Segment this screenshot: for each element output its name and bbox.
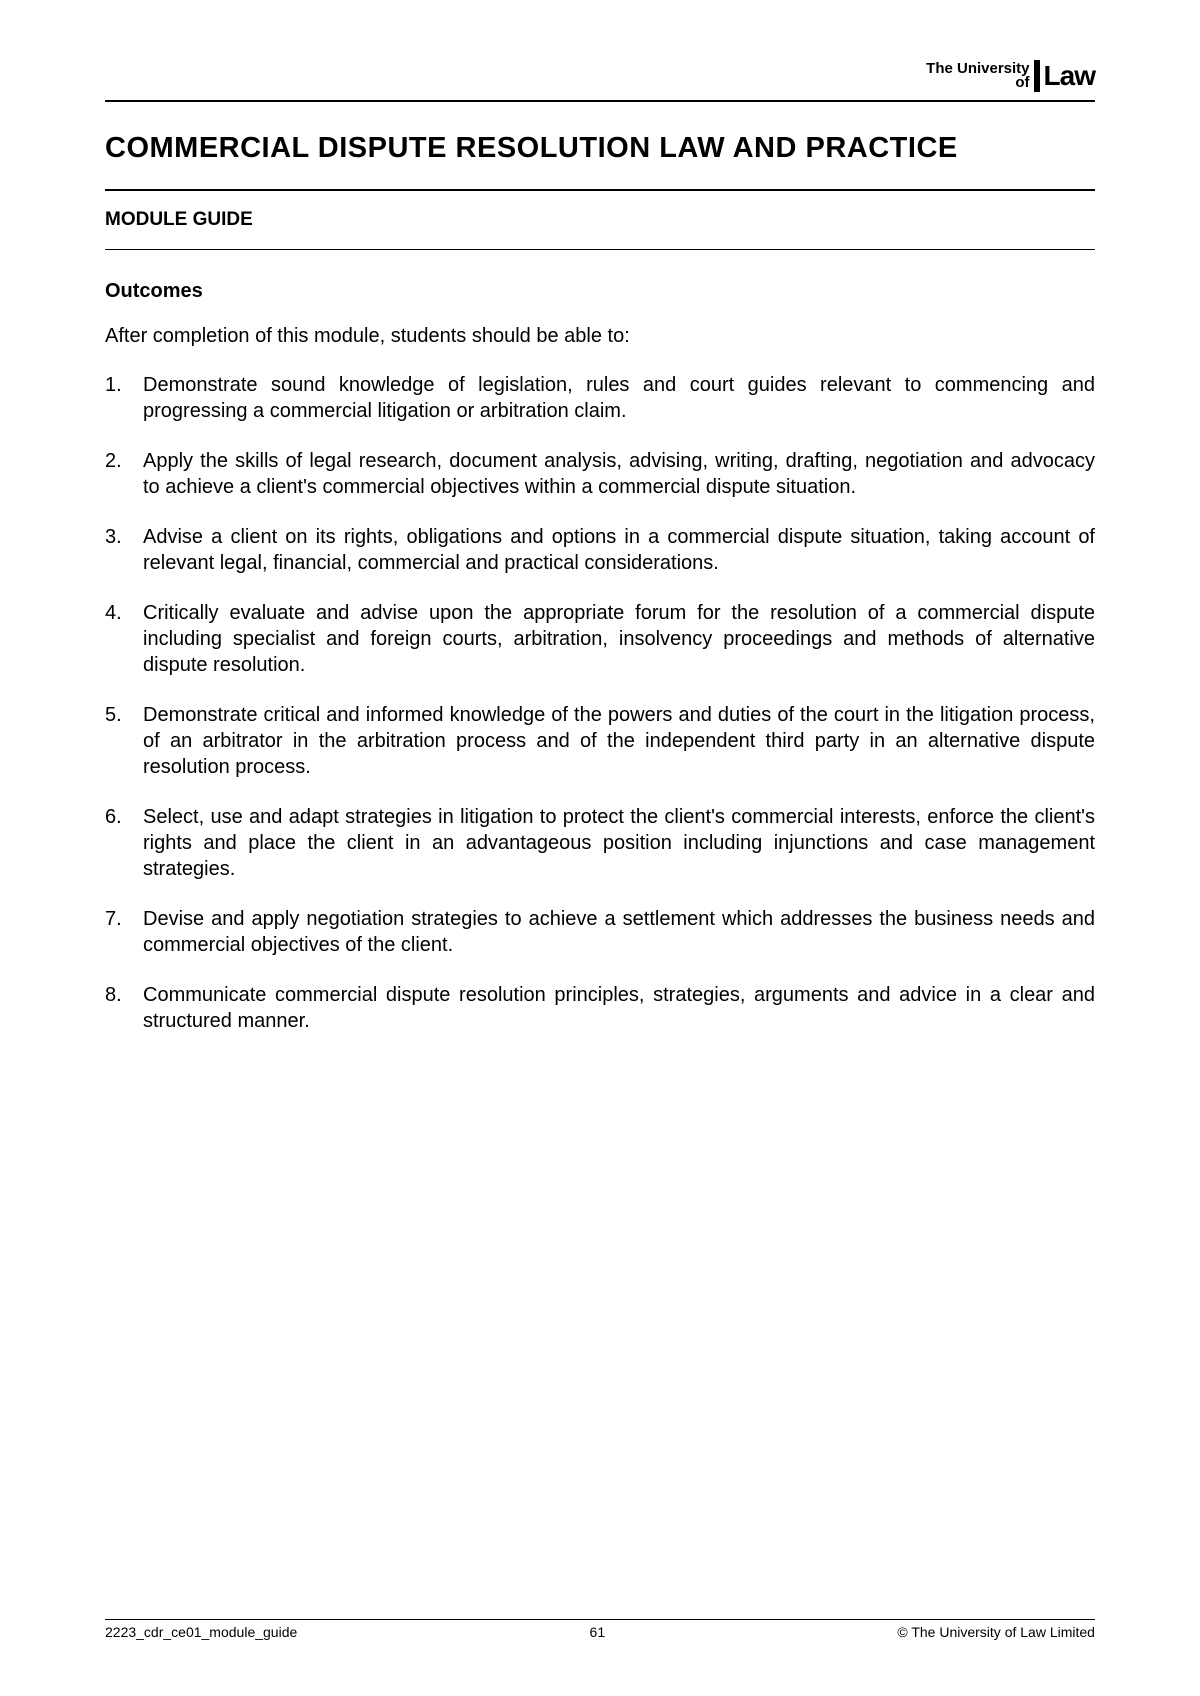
outcome-number: 3.	[105, 524, 143, 576]
outcome-text: Critically evaluate and advise upon the …	[143, 600, 1095, 678]
outcome-item: 8. Communicate commercial dispute resolu…	[105, 982, 1095, 1034]
outcome-item: 3. Advise a client on its rights, obliga…	[105, 524, 1095, 576]
footer-left: 2223_cdr_ce01_module_guide	[105, 1624, 297, 1640]
university-logo: The University of Law	[926, 60, 1095, 92]
outcomes-intro: After completion of this module, student…	[105, 325, 1095, 348]
outcome-text: Apply the skills of legal research, docu…	[143, 448, 1095, 500]
logo-divider-bar	[1034, 60, 1040, 92]
outcomes-list: 1. Demonstrate sound knowledge of legisl…	[105, 372, 1095, 1034]
page-container: The University of Law COMMERCIAL DISPUTE…	[0, 0, 1200, 1696]
outcomes-heading: Outcomes	[105, 280, 1095, 303]
outcome-number: 7.	[105, 906, 143, 958]
module-guide-heading: MODULE GUIDE	[105, 191, 1095, 249]
footer-divider	[105, 1619, 1095, 1620]
page-footer: 2223_cdr_ce01_module_guide 61 © The Univ…	[105, 1619, 1095, 1640]
document-title: COMMERCIAL DISPUTE RESOLUTION LAW AND PR…	[105, 132, 1095, 165]
outcome-text: Demonstrate critical and informed knowle…	[143, 702, 1095, 780]
outcome-text: Devise and apply negotiation strategies …	[143, 906, 1095, 958]
outcome-item: 1. Demonstrate sound knowledge of legisl…	[105, 372, 1095, 424]
outcome-text: Demonstrate sound knowledge of legislati…	[143, 372, 1095, 424]
logo-line1: The University	[926, 60, 1029, 77]
footer-page-number: 61	[590, 1624, 606, 1640]
logo-text-block: The University of	[926, 62, 1029, 91]
outcome-item: 5. Demonstrate critical and informed kno…	[105, 702, 1095, 780]
outcome-text: Communicate commercial dispute resolutio…	[143, 982, 1095, 1034]
outcome-number: 4.	[105, 600, 143, 678]
outcome-item: 4. Critically evaluate and advise upon t…	[105, 600, 1095, 678]
divider-under-module-guide	[105, 249, 1095, 250]
outcome-item: 2. Apply the skills of legal research, d…	[105, 448, 1095, 500]
outcome-item: 7. Devise and apply negotiation strategi…	[105, 906, 1095, 958]
logo-line2: of	[1015, 74, 1029, 91]
outcome-text: Select, use and adapt strategies in liti…	[143, 804, 1095, 882]
outcome-number: 6.	[105, 804, 143, 882]
outcome-number: 8.	[105, 982, 143, 1034]
footer-copyright: © The University of Law Limited	[897, 1624, 1095, 1640]
header: The University of Law	[105, 60, 1095, 102]
outcome-text: Advise a client on its rights, obligatio…	[143, 524, 1095, 576]
outcome-number: 1.	[105, 372, 143, 424]
outcome-number: 5.	[105, 702, 143, 780]
outcome-number: 2.	[105, 448, 143, 500]
logo-law-text: Law	[1044, 60, 1095, 92]
outcome-item: 6. Select, use and adapt strategies in l…	[105, 804, 1095, 882]
footer-row: 2223_cdr_ce01_module_guide 61 © The Univ…	[105, 1624, 1095, 1640]
